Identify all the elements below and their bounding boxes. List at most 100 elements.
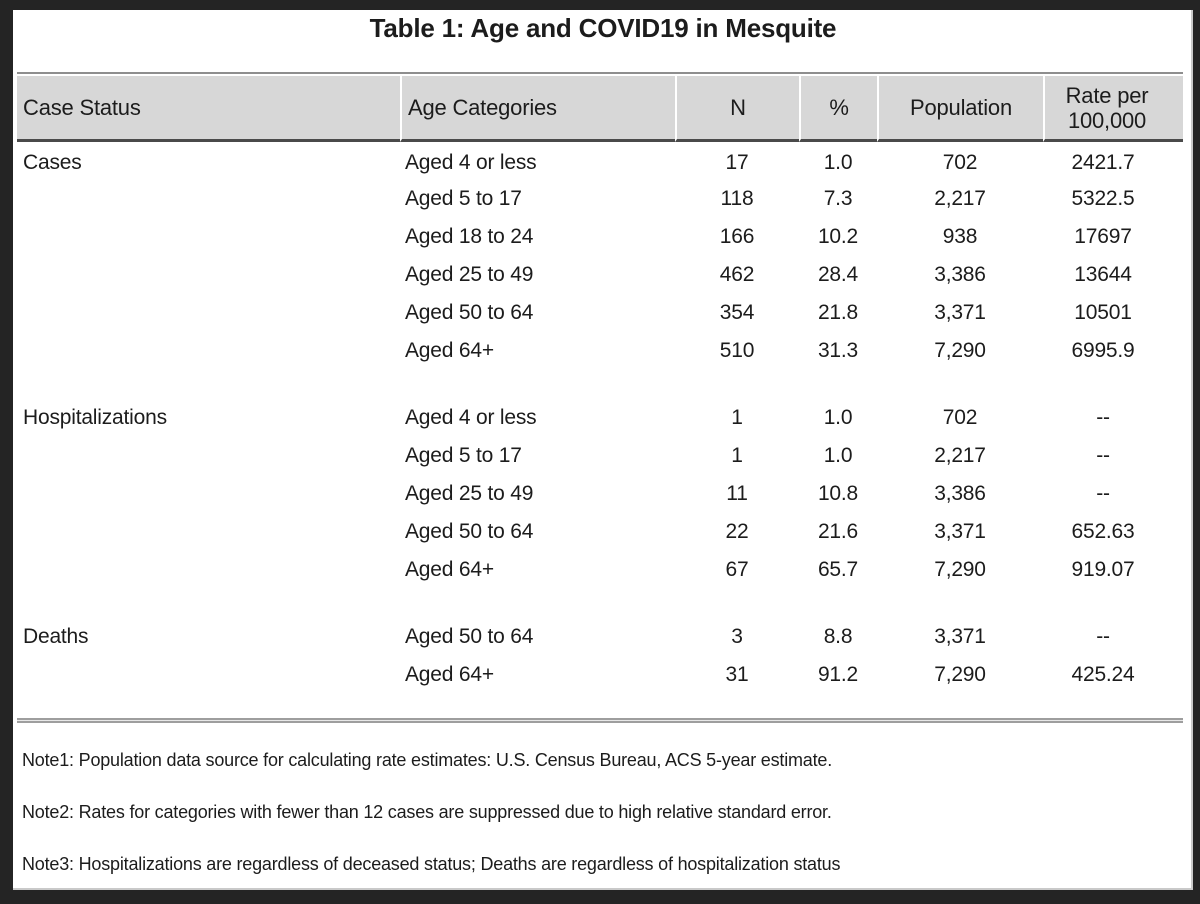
case-status-cell: [17, 218, 400, 256]
column-header-age-categories: Age Categories: [400, 76, 675, 142]
population-cell: 3,371: [934, 520, 986, 543]
rate-cell: 2421.7: [1071, 151, 1135, 174]
population-cell: 7,290: [934, 663, 986, 686]
percent-cell: 21.8: [817, 301, 859, 324]
table-title: Table 1: Age and COVID19 in Mesquite: [369, 13, 837, 43]
rate-cell: --: [1096, 625, 1110, 648]
table-row: Aged 5 to 17 1 1.0 2,217 --: [17, 437, 1183, 475]
age-covid-table: Case Status Age Categories N % Populatio…: [17, 76, 1183, 694]
age-category-cell: Aged 50 to 64: [405, 625, 534, 648]
n-cell: 22: [725, 520, 749, 543]
column-header-percent: %: [799, 76, 877, 142]
table-row: Aged 64+ 510 31.3 7,290 6995.9: [17, 332, 1183, 370]
table-bottom-rule: [17, 718, 1183, 723]
rate-cell: 652.63: [1071, 520, 1135, 543]
population-cell: 7,290: [934, 339, 986, 362]
rate-cell: 17697: [1074, 225, 1132, 248]
case-status-cell: [17, 437, 400, 475]
percent-cell: 10.2: [817, 225, 859, 248]
case-status-cell: [17, 656, 400, 694]
age-category-cell: Aged 18 to 24: [405, 225, 534, 248]
rate-cell: --: [1096, 406, 1110, 429]
age-category-cell: Aged 64+: [405, 663, 494, 686]
case-status-cell: [17, 256, 400, 294]
percent-cell: 8.8: [823, 625, 853, 648]
table-row: Aged 64+ 31 91.2 7,290 425.24: [17, 656, 1183, 694]
percent-cell: 28.4: [817, 263, 859, 286]
age-category-cell: Aged 64+: [405, 558, 494, 581]
column-header-n: N: [675, 76, 799, 142]
age-category-cell: Aged 50 to 64: [405, 301, 534, 324]
n-cell: 1: [731, 406, 743, 429]
footnote-1: Note1: Population data source for calcul…: [22, 750, 833, 770]
case-status-cell: [17, 332, 400, 370]
rate-cell: 10501: [1074, 301, 1132, 324]
case-status-cell: Deaths: [23, 625, 89, 648]
population-cell: 702: [942, 151, 978, 174]
table-row: Aged 50 to 64 354 21.8 3,371 10501: [17, 294, 1183, 332]
percent-cell: 65.7: [817, 558, 859, 581]
rate-cell: 919.07: [1071, 558, 1135, 581]
n-cell: 1: [731, 444, 743, 467]
case-status-cell: [17, 551, 400, 589]
percent-cell: 1.0: [823, 444, 853, 467]
age-category-cell: Aged 50 to 64: [405, 520, 534, 543]
table-body: Cases Aged 4 or less 17 1.0 702 2421.7 Aged 5 …: [17, 142, 1183, 694]
percent-cell: 31.3: [817, 339, 859, 362]
table-row: Cases Aged 4 or less 17 1.0 702 2421.7: [17, 142, 1183, 180]
column-header-rate: Rate per 100,000: [1043, 76, 1183, 142]
age-category-cell: Aged 5 to 17: [405, 444, 522, 467]
population-cell: 2,217: [934, 444, 986, 467]
rate-cell: --: [1096, 444, 1110, 467]
n-cell: 31: [725, 663, 749, 686]
population-cell: 7,290: [934, 558, 986, 581]
section-spacer-row: [17, 370, 1183, 399]
percent-cell: 10.8: [817, 482, 859, 505]
n-cell: 118: [720, 187, 754, 210]
table-row: Aged 18 to 24 166 10.2 938 17697: [17, 218, 1183, 256]
percent-cell: 1.0: [823, 151, 853, 174]
percent-cell: 21.6: [817, 520, 859, 543]
table-row: Hospitalizations Aged 4 or less 1 1.0 702 --: [17, 399, 1183, 437]
table-row: Aged 50 to 64 22 21.6 3,371 652.63: [17, 513, 1183, 551]
column-header-population: Population: [877, 76, 1043, 142]
rate-cell: 6995.9: [1071, 339, 1135, 362]
case-status-cell: [17, 513, 400, 551]
case-status-cell: Cases: [23, 151, 82, 174]
percent-cell: 91.2: [817, 663, 859, 686]
population-cell: 938: [942, 225, 978, 248]
age-category-cell: Aged 25 to 49: [405, 482, 534, 505]
table-row: Deaths Aged 50 to 64 3 8.8 3,371 --: [17, 618, 1183, 656]
footnote-2: Note2: Rates for categories with fewer t…: [22, 802, 832, 822]
percent-cell: 7.3: [823, 187, 853, 210]
case-status-cell: [17, 180, 400, 218]
rate-cell: --: [1096, 482, 1110, 505]
population-cell: 2,217: [934, 187, 986, 210]
n-cell: 67: [725, 558, 749, 581]
age-category-cell: Aged 64+: [405, 339, 494, 362]
footnote-3: Note3: Hospitalizations are regardless o…: [22, 854, 841, 874]
spacer-cell: [17, 589, 1183, 618]
age-category-cell: Aged 5 to 17: [405, 187, 522, 210]
case-status-cell: [17, 294, 400, 332]
case-status-cell: Hospitalizations: [23, 406, 167, 429]
rate-cell: 13644: [1074, 263, 1132, 286]
table-row: Aged 25 to 49 462 28.4 3,386 13644: [17, 256, 1183, 294]
n-cell: 510: [719, 339, 755, 362]
age-category-cell: Aged 25 to 49: [405, 263, 534, 286]
population-cell: 3,386: [934, 482, 986, 505]
n-cell: 462: [719, 263, 755, 286]
column-header-case-status: Case Status: [17, 76, 400, 142]
n-cell: 3: [731, 625, 743, 648]
population-cell: 3,371: [934, 301, 986, 324]
population-cell: 3,371: [934, 625, 986, 648]
n-cell: 17: [725, 151, 749, 174]
n-cell: 166: [719, 225, 755, 248]
n-cell: 11: [726, 482, 748, 505]
rate-cell: 5322.5: [1071, 187, 1135, 210]
percent-cell: 1.0: [823, 406, 853, 429]
age-category-cell: Aged 4 or less: [405, 406, 537, 429]
section-spacer-row: [17, 589, 1183, 618]
header-top-rule: [17, 72, 1183, 74]
